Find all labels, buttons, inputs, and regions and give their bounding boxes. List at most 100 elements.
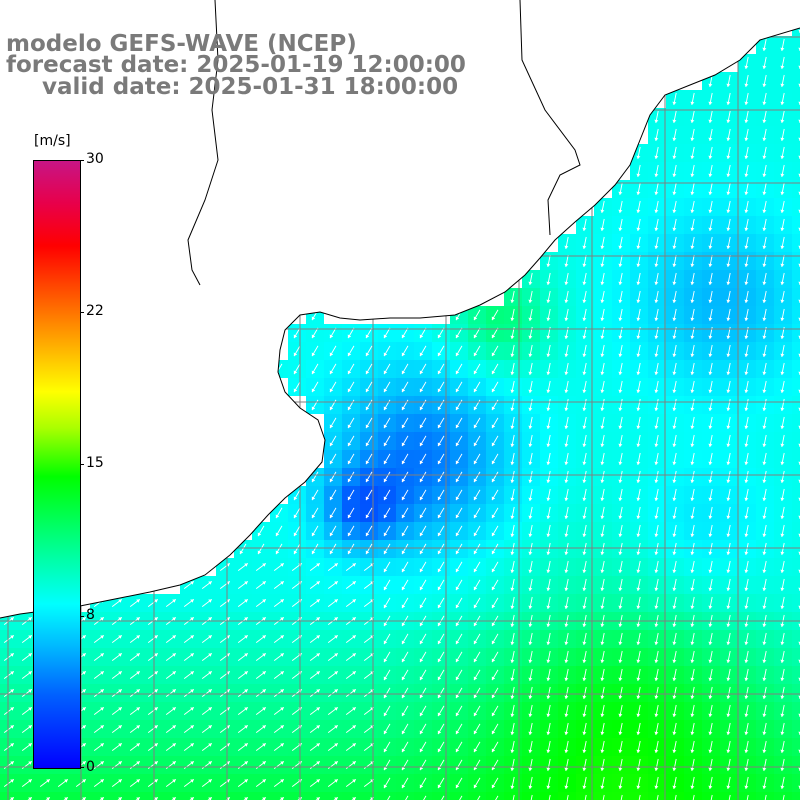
wind-arrow-head	[473, 514, 478, 519]
wind-arrow-head	[208, 779, 212, 783]
wind-arrow-head	[780, 371, 785, 375]
wind-arrow-head	[100, 653, 104, 657]
wind-arrow-head	[82, 689, 86, 693]
wind-arrow-head	[528, 461, 533, 465]
wind-arrow-head	[401, 658, 406, 663]
wind-arrow	[566, 794, 569, 800]
wind-arrow-head	[510, 371, 515, 375]
wind-arrow-head	[28, 725, 32, 729]
wind-arrow-head	[419, 460, 424, 465]
wind-arrow-head	[510, 605, 515, 609]
wind-speed-cell	[306, 792, 324, 800]
wind-arrow-head	[546, 731, 551, 735]
wind-speed-cell	[324, 792, 342, 800]
wind-arrow-head	[244, 563, 248, 567]
wind-arrow-head	[744, 353, 749, 357]
wind-arrow-head	[491, 676, 496, 681]
wind-arrow-head	[100, 689, 104, 693]
wind-arrow-head	[690, 227, 695, 231]
wind-arrow-head	[455, 712, 460, 717]
wind-arrow-head	[528, 425, 533, 429]
wind-speed-cell	[342, 792, 360, 800]
wind-arrow-head	[262, 635, 266, 639]
wind-arrow-head	[780, 389, 785, 393]
wind-arrow-head	[744, 677, 749, 681]
wind-arrow-head	[726, 443, 731, 447]
wind-arrow-head	[564, 623, 569, 627]
wind-arrow-head	[726, 191, 731, 195]
wind-arrow-head	[762, 605, 767, 609]
wind-speed-cell	[270, 792, 288, 800]
wind-arrow-head	[762, 641, 767, 645]
wind-arrow-head	[708, 677, 713, 681]
wind-arrow-head	[262, 671, 266, 675]
wind-arrow-head	[636, 407, 641, 411]
wind-speed-cell	[630, 792, 648, 800]
wind-speed-cell	[792, 414, 800, 432]
wind-arrow-head	[636, 677, 641, 681]
wind-speed-cell	[288, 792, 306, 800]
wind-arrow-head	[82, 725, 86, 729]
wind-arrow-head	[419, 694, 424, 699]
wind-arrow-head	[726, 551, 731, 555]
wind-arrow-head	[726, 353, 731, 357]
wind-arrow-head	[762, 749, 767, 753]
wind-arrow-head	[172, 653, 176, 657]
wind-arrow-head	[744, 731, 749, 735]
wind-arrow-head	[546, 713, 551, 717]
wind-arrow-head	[708, 623, 713, 627]
wind-arrow-head	[546, 479, 551, 483]
wind-arrow-head	[528, 785, 533, 789]
wind-arrow-head	[528, 605, 533, 609]
wind-arrow-head	[244, 689, 248, 693]
wind-arrow-head	[582, 551, 587, 555]
wind-arrow-head	[208, 617, 212, 621]
wind-arrow-head	[28, 635, 32, 639]
wind-arrow-head	[564, 371, 569, 375]
wind-arrow	[638, 794, 641, 800]
wind-arrow-head	[528, 407, 533, 411]
wind-arrow-head	[46, 797, 50, 800]
wind-arrow-head	[636, 299, 641, 303]
wind-arrow-head	[154, 797, 158, 800]
wind-arrow-head	[473, 712, 478, 717]
wind-arrow-head	[564, 263, 569, 267]
wind-arrow-head	[600, 461, 605, 465]
wind-arrow-head	[564, 497, 569, 501]
wind-arrow-head	[172, 707, 176, 711]
wind-arrow-head	[401, 550, 406, 555]
wind-arrow-head	[672, 209, 677, 213]
wind-speed-cell	[540, 792, 558, 800]
wind-arrow-head	[762, 479, 767, 483]
wind-arrow-head	[564, 353, 569, 357]
wind-arrow-head	[262, 797, 266, 800]
wind-arrow-head	[546, 623, 551, 627]
wind-arrow-head	[64, 797, 68, 800]
wind-speed-cell	[108, 792, 126, 800]
wind-arrow-head	[636, 605, 641, 609]
wind-arrow-head	[564, 641, 569, 645]
wind-speed-cell	[792, 342, 800, 360]
wind-arrow-head	[280, 743, 284, 747]
wind-arrow-head	[762, 659, 767, 663]
wind-speed-cell	[792, 792, 800, 800]
wind-arrow-head	[347, 478, 352, 483]
wind-arrow-head	[383, 568, 388, 573]
wind-arrow-head	[726, 263, 731, 267]
wind-arrow-head	[726, 533, 731, 537]
wind-arrow-head	[654, 569, 659, 573]
wind-arrow-head	[275, 514, 280, 519]
wind-arrow-head	[690, 641, 695, 645]
wind-arrow-head	[528, 623, 533, 627]
wind-arrow-head	[473, 496, 478, 501]
wind-arrow-head	[600, 641, 605, 645]
wind-arrow-head	[690, 425, 695, 429]
wind-arrow-head	[208, 689, 212, 693]
wind-arrow-head	[383, 694, 388, 699]
wind-arrow-head	[564, 389, 569, 393]
wind-arrow-head	[334, 761, 338, 765]
wind-arrow-head	[708, 785, 713, 789]
wind-arrow-head	[780, 299, 785, 303]
wind-arrow-head	[28, 653, 32, 657]
wind-arrow-head	[437, 442, 442, 447]
